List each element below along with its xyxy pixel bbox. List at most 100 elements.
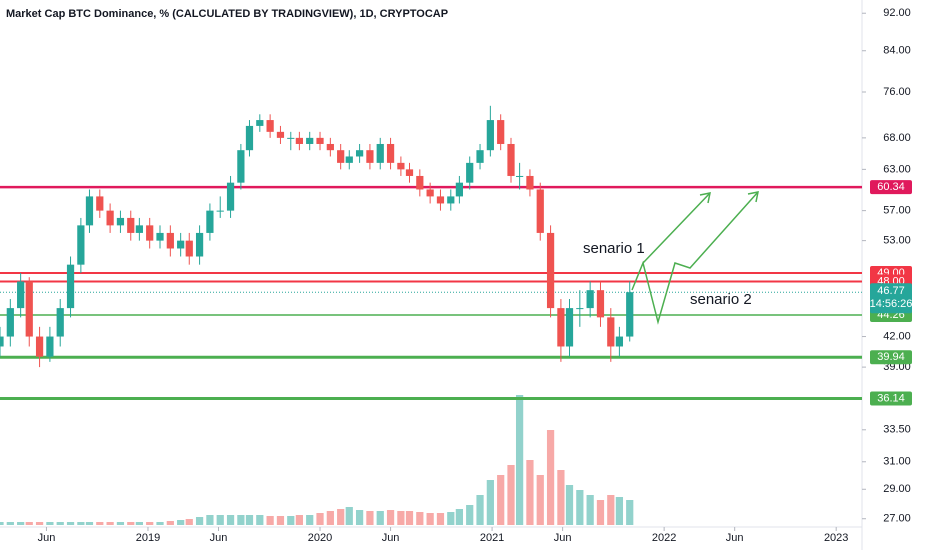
x-tick-label: Jun	[38, 532, 56, 544]
candle-body	[326, 143, 334, 151]
candle-body	[355, 150, 364, 157]
candle-body	[266, 120, 274, 132]
countdown: 14:56:26	[870, 298, 913, 310]
volume-bar	[386, 510, 395, 525]
price-label: 39.94	[877, 351, 905, 363]
candle-body	[216, 210, 224, 212]
y-tick-label: 57.00	[883, 205, 911, 217]
volume-bar	[177, 520, 185, 525]
candle-body	[185, 240, 193, 257]
candle-body	[436, 196, 445, 204]
candle-body	[66, 264, 75, 309]
candle-body	[237, 150, 245, 183]
y-tick-label: 76.00	[883, 86, 911, 98]
candle-body	[607, 317, 615, 347]
candle-body	[486, 120, 494, 151]
volume-bar	[116, 522, 125, 525]
candle-body	[25, 281, 33, 337]
volume-bar	[497, 475, 505, 525]
candle-body	[0, 336, 4, 347]
candle-body	[507, 143, 515, 176]
volume-bar	[405, 511, 414, 525]
volume-bar	[366, 511, 374, 525]
y-tick-label: 84.00	[883, 45, 911, 57]
candle-body	[287, 137, 295, 139]
candle-body	[447, 196, 455, 204]
candle-body	[77, 225, 85, 265]
volume-bar	[526, 460, 534, 525]
candle-body	[455, 182, 464, 197]
x-tick-label: 2022	[652, 532, 676, 544]
candle-body	[195, 232, 204, 257]
volume-bar	[355, 510, 364, 525]
y-tick-label: 31.00	[883, 456, 911, 468]
volume-bar	[436, 513, 445, 525]
candle-body	[497, 120, 505, 144]
volume-bar	[316, 513, 324, 525]
volume-bar	[586, 495, 594, 525]
volume-bar	[226, 515, 235, 525]
candle-body	[596, 290, 605, 318]
candle-body	[376, 143, 384, 163]
candle-body	[526, 175, 534, 190]
volume-bar	[376, 511, 384, 525]
volume-bar	[245, 515, 254, 525]
volume-bar	[397, 511, 405, 525]
volume-bar	[85, 522, 94, 525]
volume-bar	[266, 516, 274, 525]
scenario-1-path	[642, 192, 711, 264]
candle-body	[586, 290, 594, 309]
candle-body	[536, 189, 544, 233]
volume-bar	[237, 515, 245, 525]
candle-body	[206, 210, 214, 233]
price-label-box	[870, 391, 912, 406]
candle-body	[295, 137, 303, 144]
price-label-box	[870, 350, 912, 365]
plot	[0, 105, 862, 525]
volume-bar	[216, 515, 224, 525]
candle-body	[17, 281, 25, 309]
y-tick-label: 92.00	[883, 7, 911, 19]
candle-body	[466, 162, 474, 183]
candle-body	[56, 308, 64, 337]
candle-body	[156, 232, 164, 241]
candle-body	[615, 336, 624, 347]
volume-bar	[507, 465, 515, 525]
volume-bar	[416, 512, 424, 525]
y-tick-label: 27.00	[883, 513, 911, 525]
y-tick-label: 42.00	[883, 330, 911, 342]
volume-bar	[206, 515, 214, 525]
candle-body	[337, 150, 345, 163]
volume-bar	[306, 515, 314, 525]
x-tick-label: Jun	[210, 532, 228, 544]
candle-body	[626, 292, 634, 337]
scenario-arrows	[631, 191, 759, 325]
volume-bar	[295, 515, 303, 525]
candle-body	[226, 182, 235, 211]
volume-bar	[466, 505, 474, 525]
volume-bar	[256, 515, 264, 525]
arrow-head	[747, 191, 759, 203]
y-tick-label: 68.00	[883, 132, 911, 144]
candle-body	[256, 120, 264, 126]
volume-bar	[326, 511, 334, 525]
x-tick-label: 2019	[136, 532, 160, 544]
candle-body	[166, 232, 174, 249]
candle-body	[565, 308, 574, 347]
x-tick-label: Jun	[382, 532, 400, 544]
volume-bar	[6, 522, 14, 525]
annotation: senario 1	[583, 240, 645, 257]
volume-bar	[565, 485, 574, 525]
volume-bar	[135, 522, 143, 525]
last-price-label: 46.77	[877, 285, 905, 297]
candle-body	[177, 240, 185, 249]
candle-body	[96, 196, 104, 211]
candle-body	[276, 131, 285, 138]
candle-body	[127, 217, 135, 233]
candle-body	[386, 143, 395, 163]
volume-bar	[626, 500, 634, 525]
price-label-box	[870, 180, 912, 195]
volume-bar	[195, 517, 204, 525]
x-tick-label: 2023	[824, 532, 848, 544]
price-label: 60.34	[877, 181, 905, 193]
